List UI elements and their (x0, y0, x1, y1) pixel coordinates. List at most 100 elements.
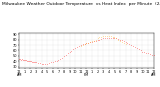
Point (78, 45, 80, 47)
Point (26, 60, 29, 62)
Point (53, 61, 56, 62)
Point (150, 54, 153, 56)
Point (96, 39, 99, 41)
Point (31, 61, 34, 63)
Point (98, 37, 101, 38)
Point (89, 42, 91, 43)
Point (113, 38, 116, 39)
Point (50, 62, 52, 63)
Text: Milwaukee Weather Outdoor Temperature  vs Heat Index  per Minute  (24 Hours): Milwaukee Weather Outdoor Temperature vs… (2, 2, 160, 6)
Point (61, 57, 63, 58)
Point (109, 36, 112, 37)
Point (38, 62, 41, 64)
Point (87, 42, 90, 44)
Point (100, 36, 103, 38)
Point (48, 62, 50, 64)
Point (94, 39, 97, 40)
Point (147, 52, 149, 54)
Point (66, 52, 69, 54)
Point (22, 59, 24, 60)
Point (32, 61, 35, 63)
Point (30, 61, 33, 62)
Point (145, 52, 147, 53)
Point (91, 41, 93, 42)
Point (74, 48, 76, 49)
Point (34, 62, 36, 63)
Point (117, 38, 119, 40)
Point (24, 60, 27, 61)
Point (119, 40, 121, 41)
Point (89, 41, 91, 42)
Point (83, 44, 86, 45)
Point (83, 43, 86, 45)
Point (106, 35, 108, 36)
Point (149, 53, 151, 54)
Point (59, 58, 62, 59)
Point (42, 63, 45, 64)
Point (111, 36, 114, 38)
Point (93, 41, 95, 42)
Point (94, 40, 97, 41)
Point (37, 62, 39, 64)
Point (80, 44, 82, 46)
Point (102, 36, 104, 37)
Point (76, 46, 78, 48)
Point (25, 60, 28, 62)
Point (21, 58, 23, 60)
Point (139, 50, 142, 51)
Point (124, 43, 127, 45)
Point (115, 38, 118, 39)
Point (137, 49, 140, 50)
Point (63, 55, 65, 57)
Point (134, 46, 136, 48)
Point (91, 41, 93, 42)
Point (141, 51, 144, 52)
Point (93, 40, 95, 41)
Point (19, 58, 21, 60)
Point (121, 39, 123, 41)
Point (108, 37, 110, 39)
Point (57, 59, 60, 60)
Point (24, 60, 26, 61)
Point (46, 63, 48, 64)
Point (81, 44, 84, 45)
Point (128, 43, 131, 45)
Point (23, 59, 25, 60)
Point (70, 50, 73, 52)
Point (35, 62, 37, 63)
Point (80, 45, 82, 47)
Point (108, 35, 110, 36)
Point (136, 48, 138, 49)
Point (111, 37, 114, 39)
Point (85, 43, 88, 44)
Point (109, 37, 112, 39)
Point (126, 42, 129, 44)
Point (98, 39, 101, 40)
Point (102, 38, 104, 39)
Point (106, 37, 108, 39)
Point (122, 42, 125, 44)
Point (115, 38, 118, 39)
Point (52, 61, 54, 63)
Point (130, 44, 132, 46)
Point (33, 62, 35, 63)
Point (113, 37, 116, 38)
Point (29, 61, 32, 62)
Point (104, 38, 106, 39)
Point (65, 54, 67, 56)
Point (44, 63, 47, 64)
Point (55, 60, 58, 62)
Point (143, 51, 146, 53)
Point (72, 49, 75, 50)
Point (20, 59, 22, 60)
Point (119, 39, 121, 40)
Point (100, 38, 103, 40)
Point (132, 45, 134, 47)
Point (68, 51, 71, 53)
Point (122, 40, 125, 41)
Point (40, 63, 43, 64)
Point (81, 44, 84, 46)
Point (117, 39, 119, 40)
Point (124, 41, 127, 42)
Point (85, 43, 88, 44)
